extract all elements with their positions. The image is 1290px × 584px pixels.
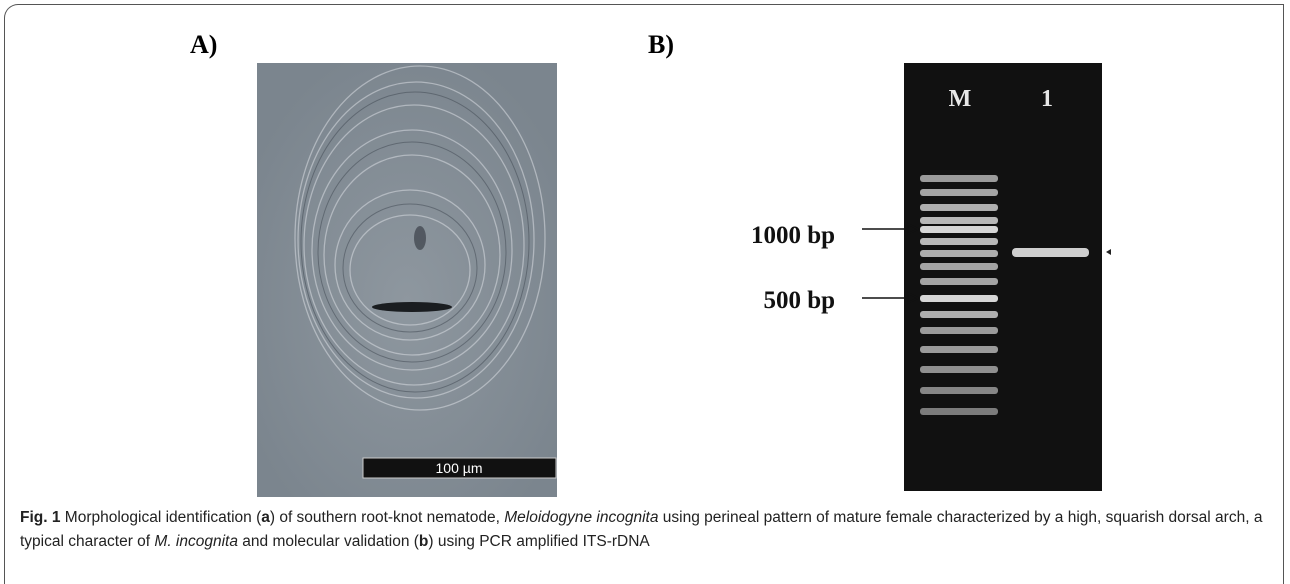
ladder-band <box>920 226 998 233</box>
ladder-band <box>920 189 998 196</box>
lane-label: M <box>949 86 972 112</box>
ladder-band <box>920 408 998 415</box>
ladder-band <box>920 311 998 318</box>
ladder-band <box>920 346 998 353</box>
gel: M 1 <box>904 63 1102 491</box>
lane-label: 1 <box>1041 86 1053 112</box>
ladder-band <box>920 295 998 302</box>
ladder-band <box>920 217 998 224</box>
marker-label: 500 bp <box>763 287 835 314</box>
caption-text: and molecular validation ( <box>237 533 419 550</box>
caption-text: Meloidogyne incognita <box>504 509 659 526</box>
ladder-band <box>920 175 998 182</box>
caption-text: ) using PCR amplified ITS-rDNA <box>428 533 650 550</box>
caption-text: using perineal pattern of mature female … <box>20 509 1263 550</box>
scale-bar-label: 100 µm <box>436 460 483 476</box>
ladder-band <box>920 238 998 245</box>
ladder-band <box>920 278 998 285</box>
caption-text: M. incognita <box>154 533 238 550</box>
figure-caption: Fig. 1 Morphological identification (a) … <box>20 506 1270 554</box>
ladder-band <box>920 387 998 394</box>
caption-text: b <box>418 533 429 550</box>
caption-text: Morphological identification ( <box>60 509 262 526</box>
caption-text: a <box>261 509 270 526</box>
caption-text: ) of southern root-knot nematode, <box>269 509 505 526</box>
figure-images: 100 µm M 1 1000 bp 500 bp <box>257 63 1111 497</box>
ladder-band <box>920 263 998 270</box>
panel-b-label: B) <box>648 30 674 59</box>
page: A) B) 100 µm M 1 <box>4 4 1284 584</box>
figure-frame <box>4 4 1284 584</box>
ladder-band <box>920 204 998 211</box>
micrograph: 100 µm <box>257 63 557 497</box>
marker-label: 1000 bp <box>751 222 835 249</box>
ladder-band <box>920 250 998 257</box>
ladder-band <box>920 327 998 334</box>
caption-text: Fig. 1 <box>20 509 61 526</box>
panel-a-label: A) <box>190 30 218 59</box>
ladder-band <box>920 366 998 373</box>
